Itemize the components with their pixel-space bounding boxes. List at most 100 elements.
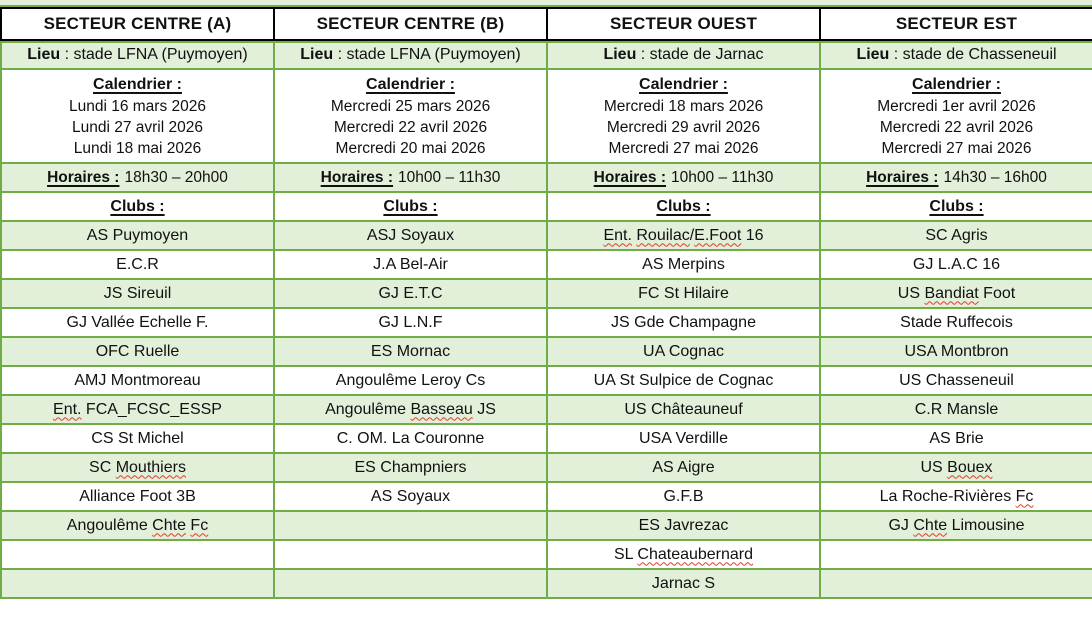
club-name: US Bouex [920,459,992,476]
calendar-date: Lundi 16 mars 2026 [68,98,206,115]
club-row: CS St Michel C. OM. La Couronne USA Verdil… [0,423,1092,454]
club-name: GJ L.N.F [378,314,442,331]
misspelled-word: Mouthiers [115,458,186,476]
club-name-part: FC St Hilaire [638,284,729,302]
calendar-row: Calendrier : Lundi 16 mars 2026 Lundi 27… [0,68,1092,164]
hours-label: Horaires : [593,168,667,186]
club-cell: ASJ Soyaux [273,220,548,251]
club-name: Alliance Foot 3B [79,488,196,505]
club-name-part: Angoulême [325,400,411,418]
hours-label: Horaires : [47,168,120,186]
club-name-part: AS Soyaux [370,487,451,505]
sectors-schedule-table: SECTEUR CENTRE (A) SECTEUR CENTRE (B) SE… [0,7,1092,599]
club-cell: Angoulême Basseau JS [273,394,548,425]
lieu-value: : stade de Jarnac [636,45,764,63]
club-name: Ent. FCA_FCSC_ESSP [53,401,222,418]
club-cell: ES Javrezac [546,510,821,541]
club-cell: AS Soyaux [273,481,548,512]
lieu-label: Lieu [856,45,890,63]
club-name-part: GJ [888,516,914,534]
club-name: E.C.R [116,256,159,273]
club-name-part: J.A Bel-Air [373,255,448,273]
club-name-part: JS Gde Champagne [611,313,756,331]
misspelled-word: Fc [190,516,209,534]
club-name: GJ L.A.C 16 [913,256,1000,273]
calendar-date: Mercredi 29 avril 2026 [606,119,761,136]
club-name: AMJ Montmoreau [74,372,200,389]
club-row: GJ Vallée Echelle F. GJ L.N.F JS Gde Champ… [0,307,1092,338]
clubs-header-cell: Clubs : [273,191,548,222]
club-row: AS Puymoyen ASJ Soyaux Ent. Rouilac/E.Foot… [0,220,1092,251]
club-row: OFC Ruelle ES Mornac UA Cognac USA Montbron [0,336,1092,367]
club-name-part: AS Puymoyen [86,226,189,244]
club-name-part: G.F.B [663,487,704,505]
club-cell: ES Mornac [273,336,548,367]
sector-header-centre-a: SECTEUR CENTRE (A) [0,7,275,41]
club-name-part: SC Agris [925,226,988,244]
calendar-label: Calendrier : [639,76,728,93]
club-name-part: US [897,284,925,302]
misspelled-word: Ent. [603,226,632,244]
misspelled-word: Fc [1015,487,1034,505]
calendar-date: Mercredi 25 mars 2026 [330,98,491,115]
club-name: US Chasseneuil [899,372,1014,389]
club-cell: US Chasseneuil [819,365,1092,396]
lieu-label: Lieu [300,45,334,63]
calendar-date: Lundi 27 avril 2026 [72,119,203,136]
lieu-cell: Lieu : stade de Jarnac [546,39,821,70]
club-name: JS Sireuil [104,285,172,302]
club-cell: OFC Ruelle [0,336,275,367]
club-row: E.C.R J.A Bel-Air AS Merpins GJ L.A.C 16 [0,249,1092,280]
club-name-part: AMJ Montmoreau [74,371,201,389]
club-name: JS Gde Champagne [611,314,756,331]
club-name: C.R Mansle [915,401,999,418]
lieu-value: : stade de Chasseneuil [889,45,1057,63]
club-name: AS Merpins [642,256,725,273]
club-name-part: AS Brie [929,429,984,447]
club-name: GJ Chte Limousine [888,517,1024,534]
misspelled-word: Ent. [53,400,82,418]
club-name-part: ES Mornac [370,342,451,360]
club-cell: UA St Sulpice de Cognac [546,365,821,396]
club-name-part: Foot [978,284,1016,302]
hours-value: 14h30 – 16h00 [943,168,1047,186]
calendar-date: Mercredi 27 mai 2026 [608,140,759,157]
club-cell: GJ L.A.C 16 [819,249,1092,280]
club-name: C. OM. La Couronne [337,430,485,447]
club-name-part: UA Cognac [643,342,724,360]
club-row: SL Chateaubernard [0,539,1092,570]
table-top-strip [0,0,1092,7]
club-name: OFC Ruelle [96,343,180,360]
calendar-cell: Calendrier : Mercredi 18 mars 2026 Mercr… [546,68,821,164]
lieu-cell: Lieu : stade LFNA (Puymoyen) [0,39,275,70]
club-name-part: UA St Sulpice de Cognac [593,371,774,389]
club-row: Jarnac S [0,568,1092,599]
club-cell [273,539,548,570]
club-name: Angoulême Basseau JS [325,401,496,418]
club-name-part: GJ Vallée Echelle F. [66,313,209,331]
club-cell: SC Mouthiers [0,452,275,483]
club-name: SC Agris [925,227,987,244]
club-name-part: E.C.R [116,255,159,273]
club-cell: USA Verdille [546,423,821,454]
calendar-label: Calendrier : [912,76,1001,93]
club-row: Angoulême Chte Fc ES Javrezac GJ Chte Limo… [0,510,1092,541]
club-name: Stade Ruffecois [900,314,1013,331]
club-cell: AS Aigre [546,452,821,483]
club-name: Angoulême Leroy Cs [336,372,485,389]
club-name-part: GJ L.A.C 16 [912,255,1001,273]
club-name: AS Aigre [652,459,714,476]
clubs-header-row: Clubs : Clubs : Clubs : Clubs : [0,191,1092,222]
misspelled-word: Chte [913,516,948,534]
club-cell: JS Gde Champagne [546,307,821,338]
club-cell [273,510,548,541]
club-cell: J.A Bel-Air [273,249,548,280]
club-name-part: AS Aigre [652,458,715,476]
clubs-label: Clubs : [929,197,984,215]
club-name-part: 16 [741,226,764,244]
club-name: ES Mornac [371,343,450,360]
misspelled-word: Rouilac [636,226,690,244]
hours-row: Horaires :18h30 – 20h00 Horaires :10h00 … [0,162,1092,193]
club-cell: C.R Mansle [819,394,1092,425]
calendar-date: Mercredi 18 mars 2026 [603,98,764,115]
